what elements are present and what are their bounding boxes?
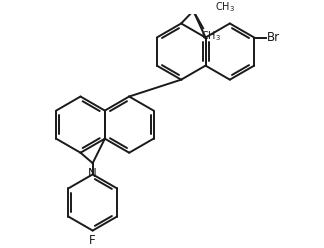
Text: CH$_3$: CH$_3$ (215, 0, 236, 13)
Text: CH$_3$: CH$_3$ (201, 29, 221, 43)
Text: Br: Br (267, 31, 280, 44)
Text: N: N (88, 167, 97, 180)
Text: F: F (89, 234, 96, 247)
